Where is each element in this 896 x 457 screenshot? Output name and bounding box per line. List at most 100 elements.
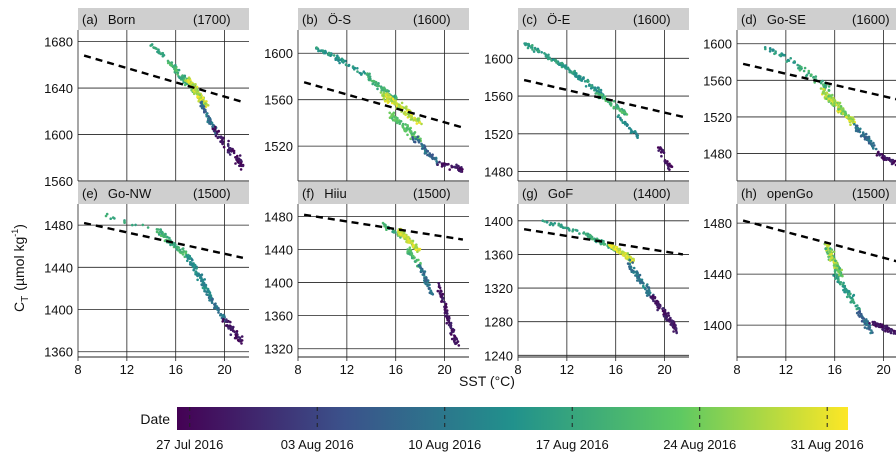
data-point: [200, 273, 204, 277]
data-point: [395, 121, 399, 125]
data-point: [612, 105, 616, 109]
y-tick-label: 1320: [484, 281, 513, 296]
data-point: [533, 46, 537, 50]
data-point: [201, 286, 205, 290]
data-point: [581, 76, 585, 80]
data-point: [161, 54, 165, 58]
data-point: [199, 101, 203, 104]
y-tick-label: 1600: [484, 51, 513, 66]
data-point: [238, 164, 242, 167]
data-point: [860, 319, 864, 323]
data-point: [461, 168, 464, 171]
data-point: [839, 281, 843, 284]
data-point: [630, 269, 634, 272]
panel-title: (b) Ö-S: [302, 12, 351, 27]
colorbar-tick-label: 31 Aug 2016: [791, 437, 864, 452]
data-point: [833, 269, 837, 273]
plot-area: [518, 204, 689, 357]
data-point: [458, 167, 462, 170]
y-tick-label: 1400: [703, 318, 732, 333]
data-point: [447, 319, 451, 323]
y-tick-label: 1440: [703, 267, 732, 282]
data-point: [239, 168, 243, 171]
panel-letter: (d): [741, 12, 757, 27]
data-point: [452, 328, 456, 332]
data-point: [239, 158, 242, 162]
data-point: [870, 142, 873, 146]
data-point: [234, 334, 238, 337]
data-point: [391, 230, 394, 234]
data-point: [875, 322, 879, 325]
data-point: [448, 168, 452, 171]
data-point: [831, 103, 835, 106]
data-point: [382, 86, 386, 89]
data-point: [437, 282, 441, 285]
panel-title: (a) Born: [82, 12, 135, 27]
data-point: [123, 220, 126, 223]
data-point: [215, 305, 219, 308]
data-point: [626, 255, 629, 259]
data-point: [368, 77, 371, 81]
data-point: [866, 320, 870, 323]
data-point: [774, 50, 777, 53]
data-point: [208, 117, 212, 121]
panel-ref: (1500): [193, 186, 231, 201]
data-point: [859, 127, 862, 131]
data-point: [664, 316, 668, 319]
data-point: [840, 268, 843, 272]
data-point: [827, 85, 831, 88]
data-point: [381, 88, 385, 92]
data-point: [842, 281, 845, 285]
data-point: [578, 232, 581, 235]
data-point: [433, 157, 437, 161]
data-point: [802, 69, 806, 73]
data-point: [236, 154, 239, 158]
x-tick-label: 12: [340, 362, 354, 377]
data-point: [237, 157, 241, 160]
panel-ref: (1600): [413, 12, 451, 27]
x-tick-label: 8: [294, 362, 301, 377]
data-point: [551, 223, 555, 227]
data-point: [402, 236, 406, 239]
data-point: [436, 289, 440, 293]
data-point: [619, 108, 622, 111]
data-point: [225, 318, 228, 321]
data-point: [181, 76, 184, 79]
data-point: [586, 80, 589, 83]
data-point: [833, 98, 836, 102]
panel-letter: (h): [741, 186, 757, 201]
data-point: [836, 275, 840, 279]
data-point: [408, 128, 412, 131]
data-point: [374, 80, 378, 84]
data-point: [838, 266, 841, 270]
data-point: [842, 288, 845, 292]
reference-line: [303, 81, 464, 129]
data-point: [623, 111, 626, 114]
y-tick-label: 1320: [264, 342, 293, 357]
data-point: [413, 260, 417, 263]
data-point: [828, 247, 832, 250]
data-point: [439, 293, 443, 297]
data-point: [832, 96, 835, 100]
data-point: [356, 70, 359, 73]
data-point: [874, 324, 877, 327]
data-point: [441, 292, 445, 296]
data-point: [667, 311, 670, 315]
data-point: [157, 51, 161, 55]
data-point: [574, 71, 577, 75]
data-point: [866, 322, 869, 326]
data-point: [376, 82, 380, 86]
data-point: [386, 89, 389, 92]
data-point: [191, 83, 194, 86]
data-point: [425, 278, 428, 282]
x-tick-label: 12: [560, 362, 574, 377]
data-point: [175, 69, 178, 72]
data-point: [558, 63, 561, 66]
data-point: [644, 287, 647, 291]
data-point: [192, 268, 195, 272]
data-point: [615, 103, 619, 107]
data-point: [317, 49, 321, 52]
data-point: [195, 92, 199, 95]
data-point: [406, 237, 410, 241]
data-point: [229, 333, 233, 337]
